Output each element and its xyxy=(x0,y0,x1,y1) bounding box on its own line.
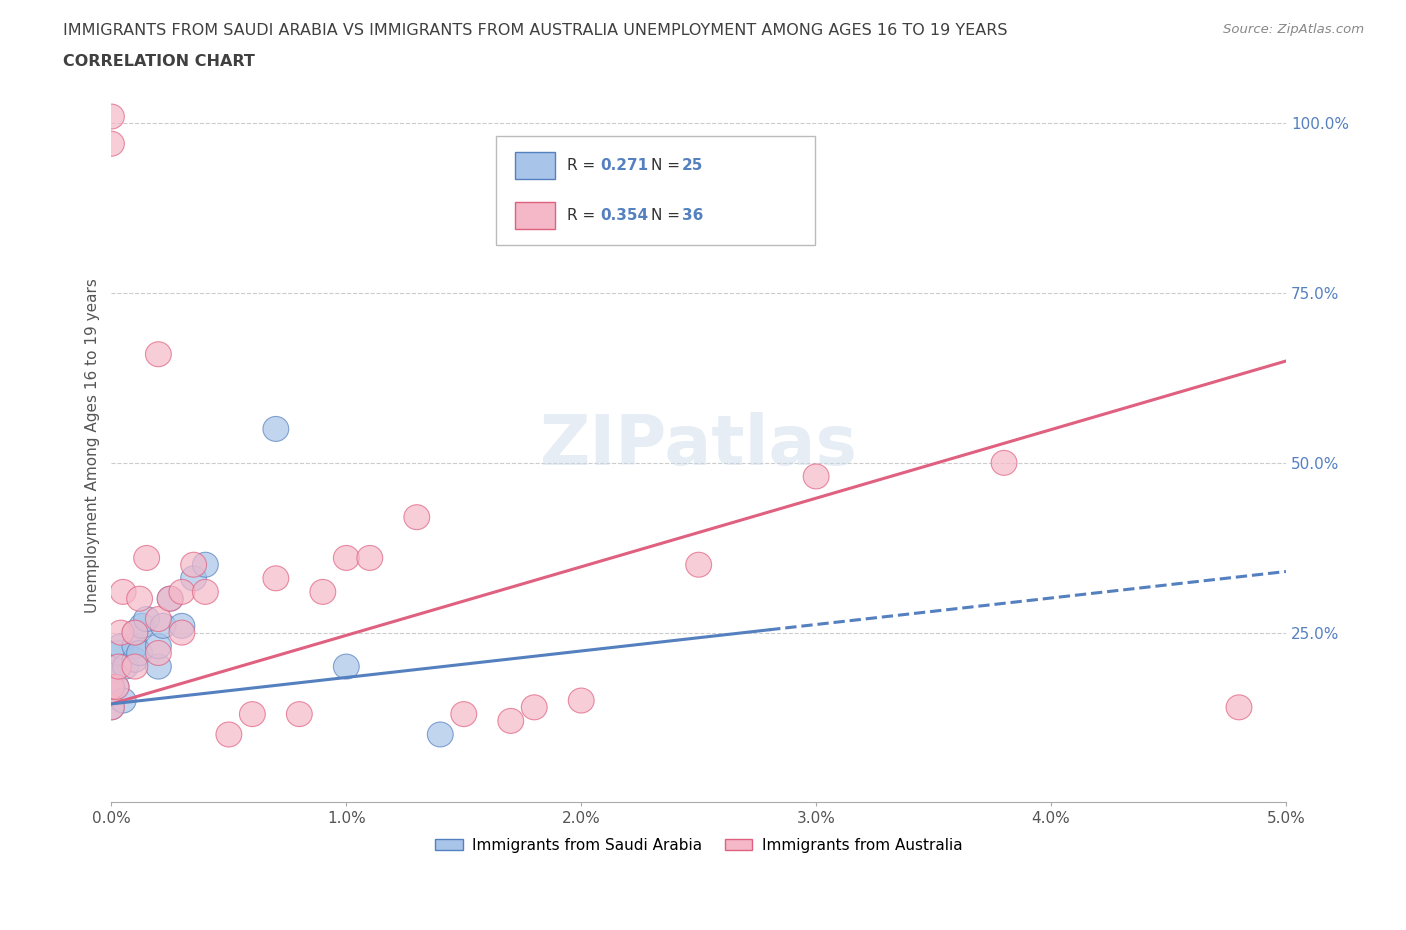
Legend: Immigrants from Saudi Arabia, Immigrants from Australia: Immigrants from Saudi Arabia, Immigrants… xyxy=(429,831,969,859)
Ellipse shape xyxy=(263,565,288,591)
Ellipse shape xyxy=(522,695,547,720)
Ellipse shape xyxy=(498,709,523,734)
Ellipse shape xyxy=(333,546,360,570)
Ellipse shape xyxy=(217,722,242,747)
Ellipse shape xyxy=(181,552,207,578)
Ellipse shape xyxy=(145,633,172,658)
Ellipse shape xyxy=(112,654,138,679)
Ellipse shape xyxy=(108,633,134,658)
Text: 25: 25 xyxy=(682,158,703,173)
Y-axis label: Unemployment Among Ages 16 to 19 years: Unemployment Among Ages 16 to 19 years xyxy=(86,278,100,613)
Text: N =: N = xyxy=(651,158,685,173)
Ellipse shape xyxy=(169,579,195,604)
Ellipse shape xyxy=(122,620,148,645)
Text: R =: R = xyxy=(567,208,600,223)
Ellipse shape xyxy=(1226,695,1251,720)
Ellipse shape xyxy=(145,341,172,366)
Ellipse shape xyxy=(129,614,155,638)
Text: N =: N = xyxy=(651,208,685,223)
Ellipse shape xyxy=(169,620,195,645)
Ellipse shape xyxy=(157,586,183,611)
Text: IMMIGRANTS FROM SAUDI ARABIA VS IMMIGRANTS FROM AUSTRALIA UNEMPLOYMENT AMONG AGE: IMMIGRANTS FROM SAUDI ARABIA VS IMMIGRAN… xyxy=(63,23,1008,38)
Ellipse shape xyxy=(110,688,136,713)
Ellipse shape xyxy=(108,620,134,645)
Ellipse shape xyxy=(157,586,183,611)
Ellipse shape xyxy=(103,674,129,699)
Ellipse shape xyxy=(333,654,360,679)
Ellipse shape xyxy=(145,641,172,666)
Ellipse shape xyxy=(98,674,124,699)
Ellipse shape xyxy=(357,546,382,570)
Ellipse shape xyxy=(110,579,136,604)
Ellipse shape xyxy=(98,695,124,720)
Ellipse shape xyxy=(127,586,152,611)
Ellipse shape xyxy=(309,579,336,604)
Ellipse shape xyxy=(150,614,176,638)
Ellipse shape xyxy=(122,633,148,658)
Text: 0.271: 0.271 xyxy=(600,158,648,173)
Ellipse shape xyxy=(122,620,148,645)
Ellipse shape xyxy=(263,417,288,442)
Text: CORRELATION CHART: CORRELATION CHART xyxy=(63,54,254,69)
Text: 36: 36 xyxy=(682,208,703,223)
Ellipse shape xyxy=(239,701,266,726)
Ellipse shape xyxy=(98,695,124,720)
Ellipse shape xyxy=(145,606,172,631)
Text: R =: R = xyxy=(567,158,600,173)
Ellipse shape xyxy=(427,722,453,747)
Ellipse shape xyxy=(193,552,218,578)
Ellipse shape xyxy=(98,661,124,685)
Ellipse shape xyxy=(803,464,830,489)
Ellipse shape xyxy=(134,606,159,631)
Ellipse shape xyxy=(134,546,159,570)
Ellipse shape xyxy=(105,654,131,679)
Ellipse shape xyxy=(568,688,595,713)
Ellipse shape xyxy=(287,701,312,726)
Text: 0.354: 0.354 xyxy=(600,208,648,223)
Ellipse shape xyxy=(103,674,129,699)
Ellipse shape xyxy=(105,641,131,666)
Ellipse shape xyxy=(127,641,152,666)
Ellipse shape xyxy=(122,647,148,672)
Ellipse shape xyxy=(181,565,207,591)
Ellipse shape xyxy=(169,614,195,638)
Ellipse shape xyxy=(404,505,430,530)
Ellipse shape xyxy=(105,654,131,679)
Ellipse shape xyxy=(686,552,711,578)
Ellipse shape xyxy=(145,654,172,679)
Ellipse shape xyxy=(991,450,1017,475)
Text: ZIPatlas: ZIPatlas xyxy=(540,412,858,479)
Ellipse shape xyxy=(451,701,477,726)
Ellipse shape xyxy=(98,674,124,699)
Ellipse shape xyxy=(122,654,148,679)
Ellipse shape xyxy=(98,104,124,129)
Ellipse shape xyxy=(98,131,124,156)
Text: Source: ZipAtlas.com: Source: ZipAtlas.com xyxy=(1223,23,1364,36)
Ellipse shape xyxy=(193,579,218,604)
